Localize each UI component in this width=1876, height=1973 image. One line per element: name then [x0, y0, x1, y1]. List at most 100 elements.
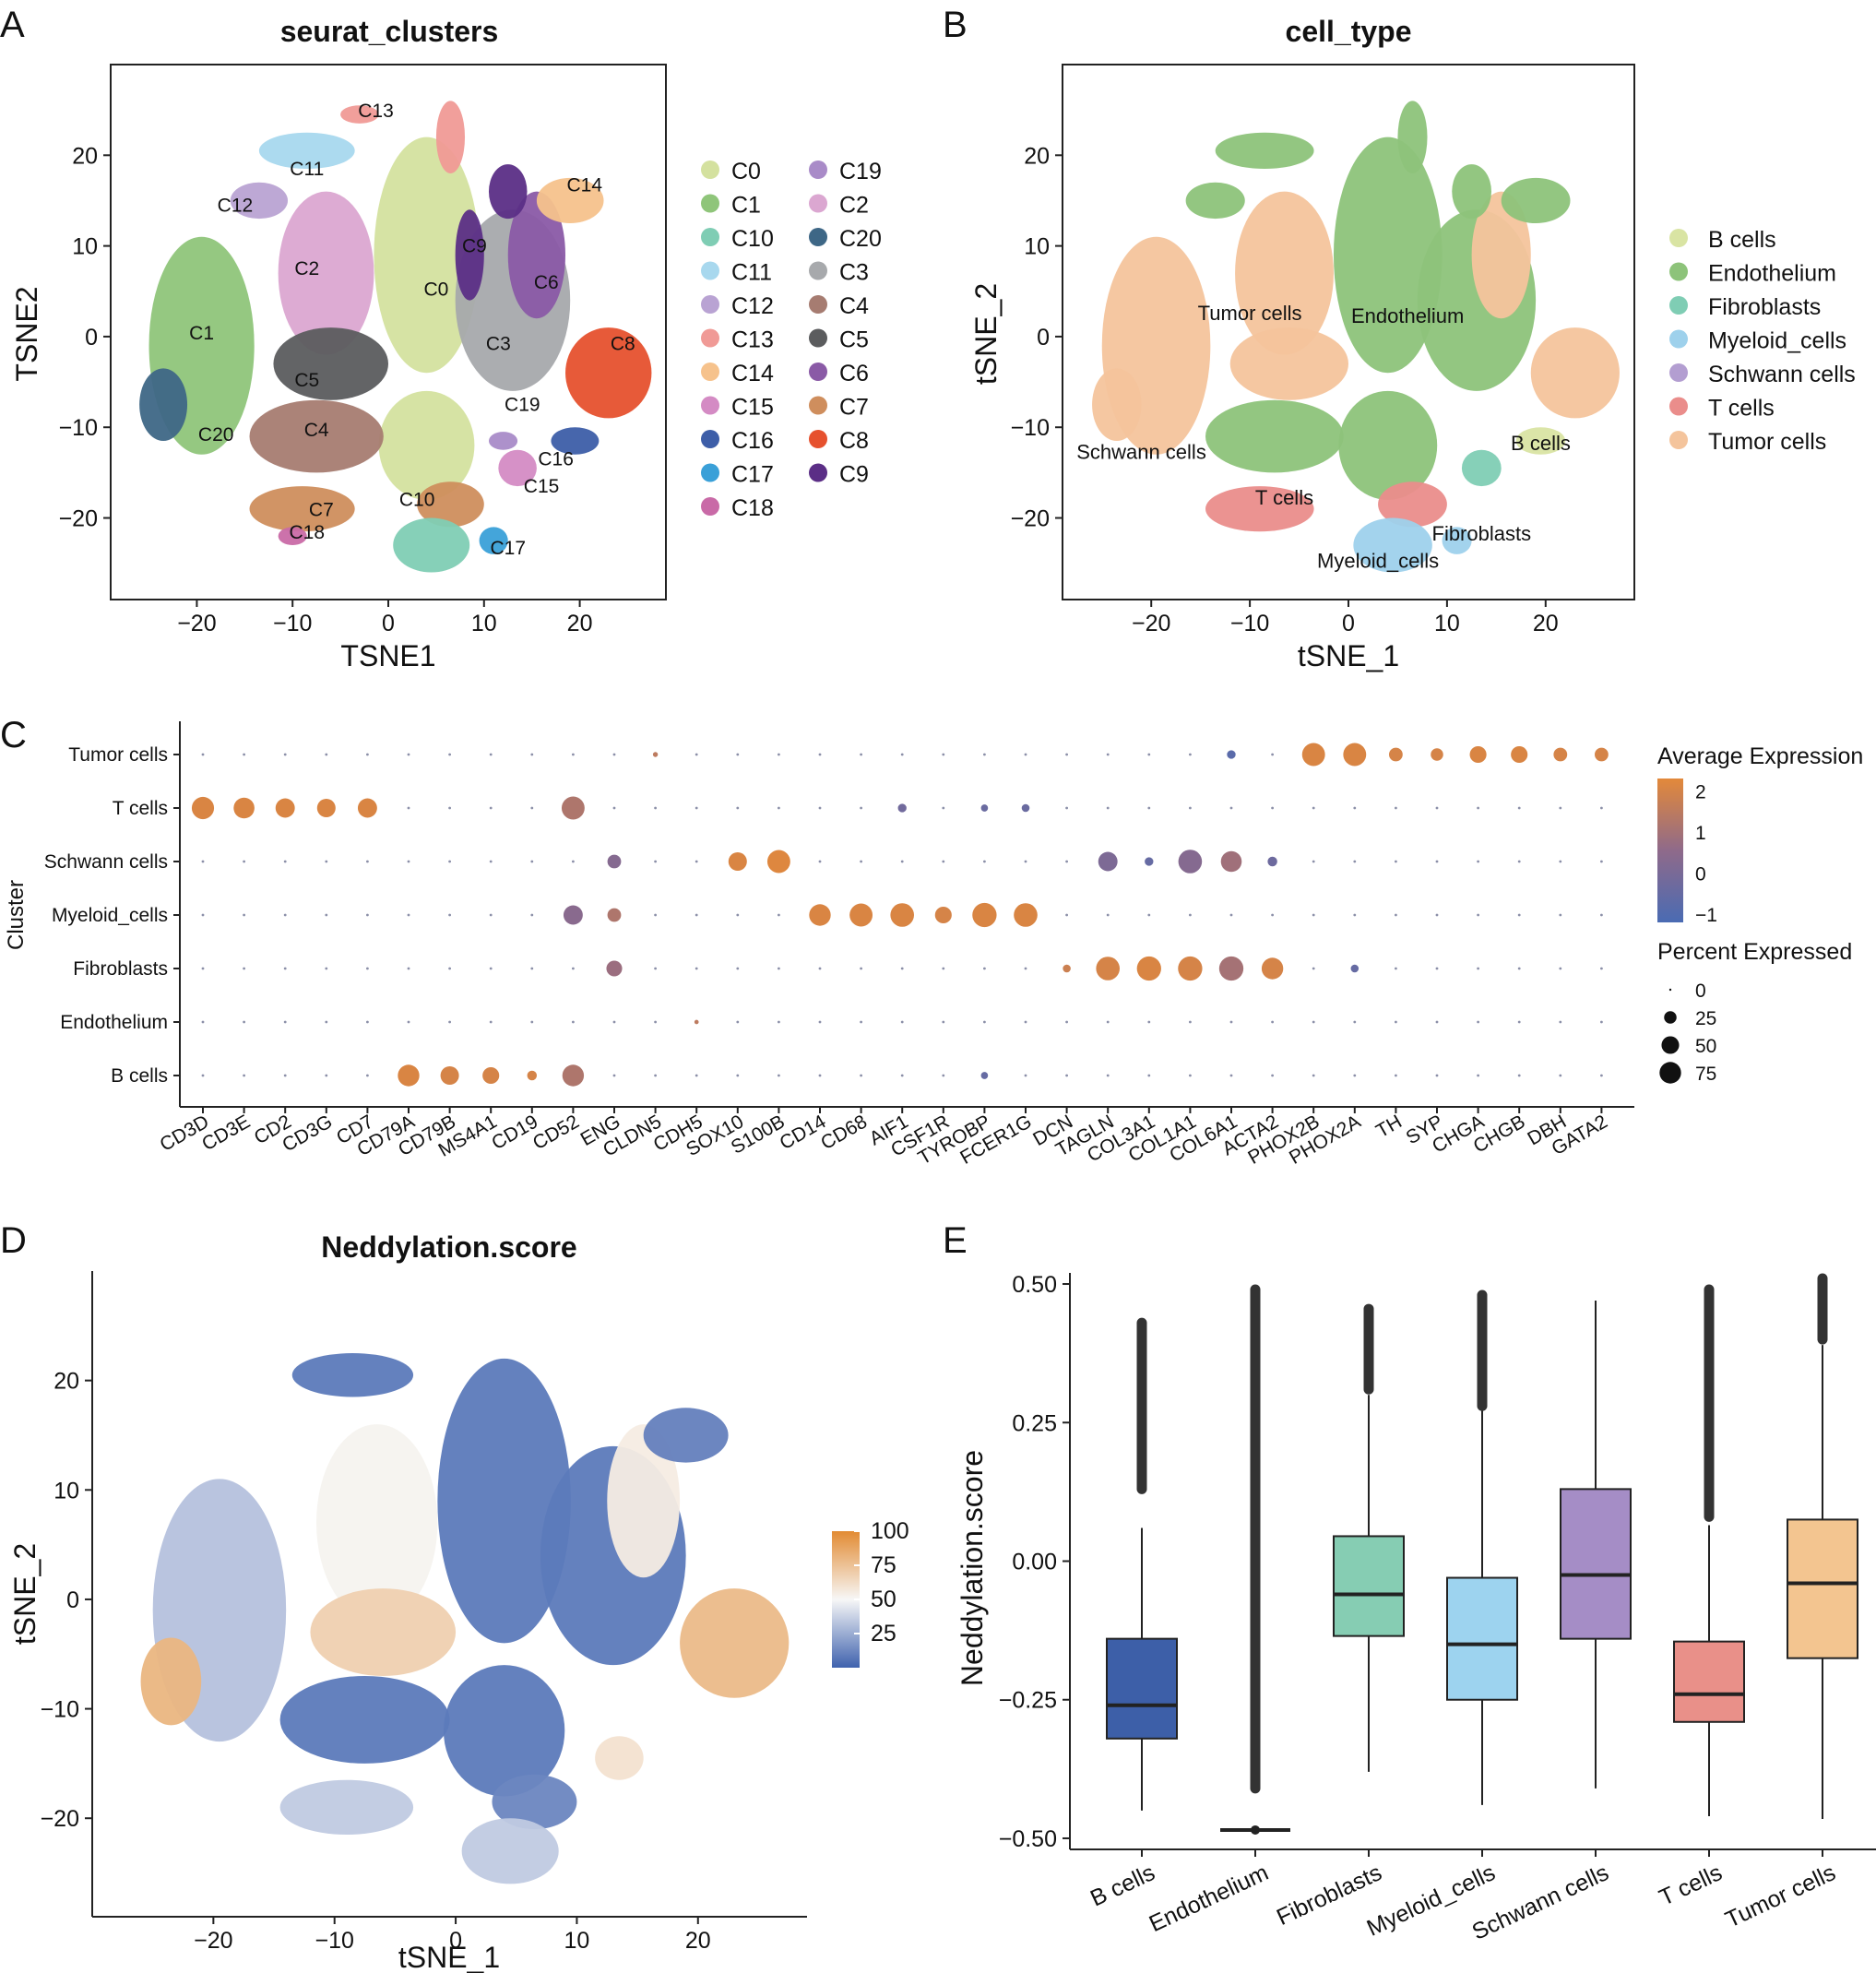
a-cluster-annotation: C1: [189, 323, 214, 344]
c-dot: [563, 905, 583, 925]
d-x-tick-label: 10: [564, 1928, 590, 1954]
c-dot-background: [736, 967, 740, 970]
c-dot-background: [1024, 860, 1027, 863]
c-dot-background: [695, 913, 698, 917]
c-dot-background: [572, 967, 575, 970]
a-x-tick-label: 0: [382, 611, 395, 636]
c-dot: [1098, 851, 1118, 872]
b-cluster-region: [1461, 449, 1502, 487]
c-dot: [1343, 743, 1367, 767]
a-legend-label: C2: [839, 193, 869, 219]
c-dot-background: [407, 1020, 410, 1024]
b-legend-key: [1669, 296, 1688, 315]
a-cluster-region: [488, 164, 528, 220]
a-cluster-annotation: C13: [358, 101, 394, 122]
panel-letter-c: C: [0, 715, 27, 755]
c-dot-background: [1559, 967, 1562, 970]
c-dot: [607, 908, 622, 922]
c-dot-background: [407, 860, 410, 863]
c-dot-background: [1600, 1074, 1603, 1077]
c-dot-background: [983, 753, 986, 756]
c-dot-background: [1271, 913, 1274, 917]
c-y-tick-label: Endothelium: [60, 1012, 168, 1033]
b-x-tick-label: 0: [1342, 611, 1355, 636]
c-dot-background: [1600, 1020, 1603, 1024]
c-dot-background: [818, 860, 822, 863]
a-legend-label: C12: [731, 293, 774, 319]
a-y-tick-label: 20: [72, 143, 98, 169]
c-dot: [1431, 748, 1443, 761]
c-dot: [972, 902, 997, 928]
a-legend-label: C4: [839, 293, 869, 319]
c-dot: [1014, 903, 1038, 927]
c-y-tick-label: B cells: [111, 1065, 168, 1087]
c-dot-background: [325, 753, 328, 756]
c-dot-background: [448, 913, 451, 917]
c-dot-background: [572, 860, 575, 863]
a-cluster-region: [479, 527, 508, 554]
c-dot-background: [572, 753, 575, 756]
a-legend-label: C10: [731, 226, 774, 252]
c-dot-background: [283, 753, 287, 756]
b-cluster-region: [1215, 132, 1314, 170]
c-dot-background: [1312, 860, 1315, 863]
c-dot-background: [860, 1074, 862, 1077]
a-legend-key: [809, 228, 827, 246]
c-dot: [1227, 750, 1236, 759]
c-y-tick-label: Tumor cells: [68, 744, 168, 766]
a-legend-label: C8: [839, 428, 869, 454]
c-dot-background: [366, 1074, 369, 1077]
b-y-tick-label: 20: [1024, 143, 1050, 169]
c-dot-background: [530, 860, 534, 863]
c-dot-background: [1600, 967, 1603, 970]
b-legend-label: Endothelium: [1708, 261, 1836, 287]
a-legend-label: C16: [731, 428, 774, 454]
c-dot-background: [1189, 753, 1192, 756]
panel-a-xlabel: TSNE1: [340, 639, 435, 672]
c-color-tick-label: 1: [1695, 823, 1706, 844]
c-dot: [1178, 850, 1203, 874]
c-dot: [766, 850, 790, 874]
c-dot: [1301, 743, 1325, 767]
c-dot-background: [695, 1074, 698, 1077]
c-dot-background: [1559, 1074, 1562, 1077]
c-dot-background: [530, 753, 534, 756]
a-y-tick-label: −10: [59, 415, 98, 441]
c-dot: [1511, 745, 1528, 764]
d-cluster-region: [279, 1675, 450, 1764]
b-x-tick-label: −10: [1230, 611, 1269, 636]
e-box: [1560, 1488, 1632, 1640]
a-cluster-region: [340, 105, 379, 124]
panel-a-ylabel: TSNE2: [10, 286, 43, 381]
c-dot-background: [1517, 967, 1521, 970]
b-cluster-region: [1229, 327, 1348, 400]
c-dot-background: [1147, 1020, 1151, 1024]
c-dot-background: [1395, 1020, 1397, 1024]
c-dot-background: [283, 1020, 287, 1024]
a-legend-key: [701, 430, 719, 448]
c-dot-background: [1559, 860, 1562, 863]
c-dot-background: [489, 860, 493, 863]
a-cluster-region: [551, 427, 600, 455]
b-legend-key: [1669, 329, 1688, 349]
c-dot-background: [695, 860, 698, 863]
d-cluster-region: [443, 1665, 565, 1797]
a-x-tick-label: 10: [471, 611, 497, 636]
a-cluster-region: [565, 327, 652, 419]
c-dot-background: [1435, 860, 1439, 863]
c-dot-background: [1435, 967, 1439, 970]
c-dot-background: [1600, 806, 1603, 810]
d-cluster-region: [310, 1588, 457, 1676]
c-dot: [561, 796, 585, 820]
d-color-tick-label: 25: [871, 1621, 896, 1646]
a-legend-key: [701, 295, 719, 314]
a-y-tick-label: 10: [72, 234, 98, 260]
c-dot-background: [243, 860, 245, 863]
e-box: [1333, 1535, 1405, 1637]
c-dot-background: [818, 1074, 822, 1077]
b-cluster-region: [1205, 399, 1344, 473]
c-dot: [1136, 956, 1161, 981]
d-cluster-region: [492, 1774, 577, 1830]
a-legend-key: [809, 328, 827, 348]
c-dot-background: [1353, 860, 1357, 863]
